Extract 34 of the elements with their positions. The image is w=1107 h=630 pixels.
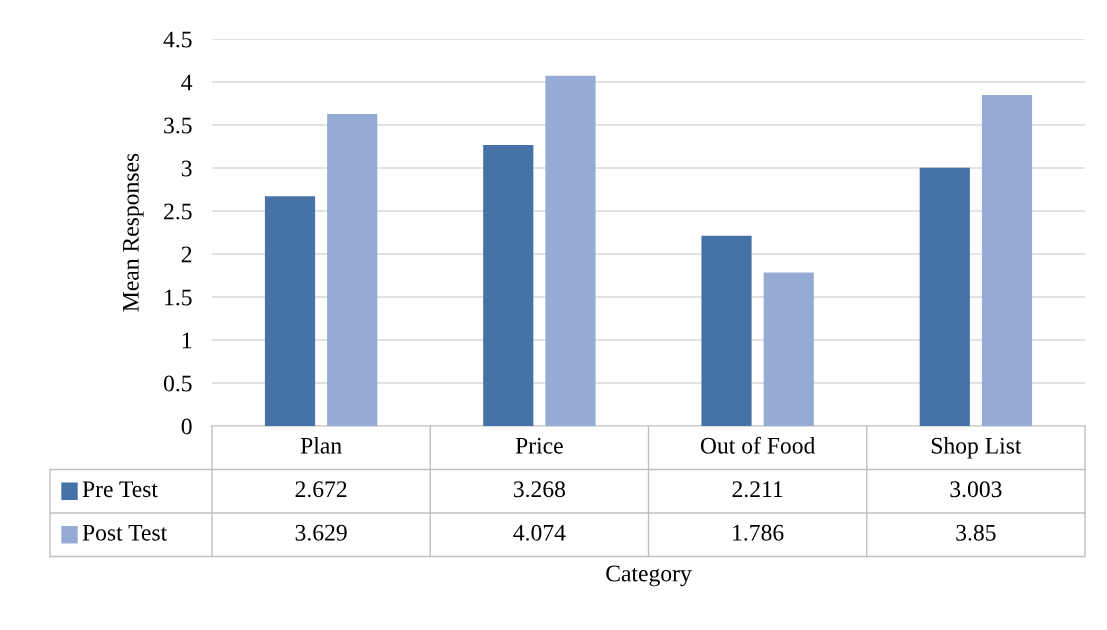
x-tick-label: Out of Food — [700, 436, 816, 454]
x-tick-label: Price — [515, 437, 563, 454]
x-tick-label: Shop List — [931, 437, 1022, 459]
data-label: 3.003 — [950, 481, 1002, 498]
data-label: 3.268 — [513, 481, 566, 498]
bar — [701, 235, 752, 426]
bar — [545, 75, 596, 426]
y-tick-label: 1 — [182, 332, 192, 349]
y-tick-label: 2 — [181, 246, 192, 263]
x-tick-label: Plan — [300, 437, 342, 454]
legend-label: Pre Test — [82, 481, 158, 498]
bar — [327, 113, 378, 426]
data-label: 4.074 — [513, 524, 566, 541]
bar — [763, 272, 814, 426]
y-tick-label: 2.5 — [164, 203, 192, 220]
y-tick-label: 3 — [181, 160, 192, 177]
legend-label: Post Test — [82, 524, 168, 541]
bar — [483, 144, 534, 426]
data-label: 2.211 — [732, 481, 783, 498]
y-tick-label: 0 — [181, 418, 192, 435]
data-label: 3.629 — [295, 524, 347, 541]
data-label: 2.672 — [295, 481, 347, 498]
y-tick-label: 0.5 — [163, 375, 192, 392]
data-label: 1.786 — [733, 524, 784, 541]
bar — [919, 167, 970, 426]
x-axis-title: Category — [606, 565, 692, 587]
y-tick-label: 3.5 — [164, 117, 192, 134]
y-tick-label: 4.5 — [163, 31, 192, 48]
y-axis-title: Mean Responses — [123, 153, 144, 312]
bar — [264, 196, 316, 426]
data-label: 3.85 — [956, 524, 996, 541]
y-tick-label: 1.5 — [165, 289, 192, 306]
bar — [981, 94, 1033, 426]
y-tick-label: 4 — [181, 74, 193, 91]
